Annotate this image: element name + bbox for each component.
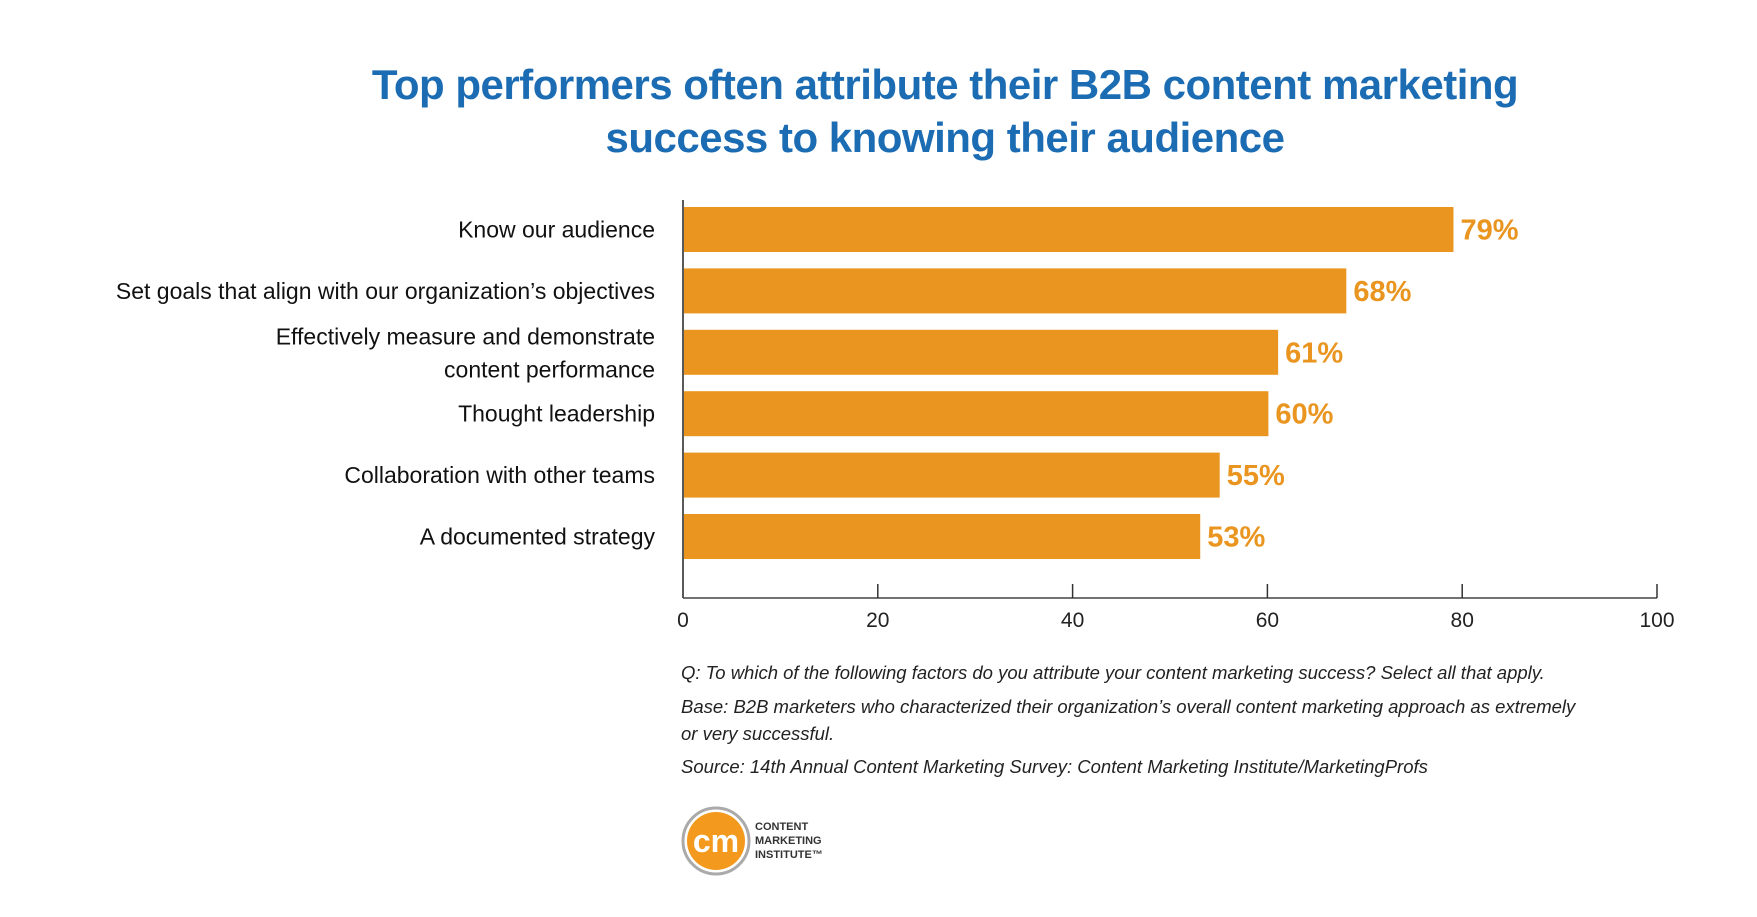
cmi-logo: cm CONTENT MARKETING INSTITUTE™	[681, 806, 823, 876]
bar	[684, 268, 1347, 314]
bar	[684, 391, 1269, 437]
logo-circle	[687, 812, 745, 870]
logo-line-1: CONTENT	[755, 821, 808, 833]
x-tick-label: 20	[866, 609, 889, 632]
x-tick-label: 0	[677, 609, 689, 632]
survey-base-line-2: or very successful.	[681, 723, 835, 744]
category-label: Effectively measure and demonstrate	[276, 323, 655, 349]
title-line-2: success to knowing their audience	[605, 114, 1285, 161]
bar	[684, 329, 1279, 375]
data-label: 68%	[1353, 276, 1411, 308]
x-tick-label: 100	[1639, 609, 1674, 632]
x-tick-label: 40	[1061, 609, 1084, 632]
bar	[684, 452, 1220, 498]
category-label: Thought leadership	[458, 401, 655, 427]
bar-chart: 0 20 40 60 80 100 79% Know our audience 68% Set g…	[116, 200, 1675, 632]
data-label: 55%	[1227, 460, 1285, 492]
data-label: 79%	[1460, 215, 1518, 247]
category-label: A documented strategy	[420, 524, 656, 550]
data-label: 53%	[1207, 522, 1265, 554]
bar	[684, 207, 1454, 252]
category-label: Know our audience	[458, 217, 655, 243]
x-tick-label: 60	[1256, 609, 1279, 632]
bar	[684, 514, 1201, 559]
data-label: 60%	[1275, 399, 1333, 431]
logo-mark: cm	[693, 823, 739, 859]
category-label: content performance	[444, 356, 655, 382]
category-label: Set goals that align with our organizati…	[116, 278, 655, 304]
chart-title: Top performers often attribute their B2B…	[250, 58, 1640, 164]
survey-source: Source: 14th Annual Content Marketing Su…	[681, 756, 1428, 777]
x-tick-label: 80	[1451, 609, 1474, 632]
survey-base: Base: B2B marketers who characterized th…	[681, 693, 1641, 747]
title-line-1: Top performers often attribute their B2B…	[371, 61, 1519, 108]
logo-line-3: INSTITUTE™	[755, 849, 823, 861]
category-label: Collaboration with other teams	[344, 462, 655, 488]
data-label: 61%	[1285, 337, 1343, 369]
logo-line-2: MARKETING	[755, 835, 822, 847]
survey-question: Q: To which of the following factors do …	[681, 662, 1545, 683]
survey-base-line-1: Base: B2B marketers who characterized th…	[681, 696, 1576, 717]
